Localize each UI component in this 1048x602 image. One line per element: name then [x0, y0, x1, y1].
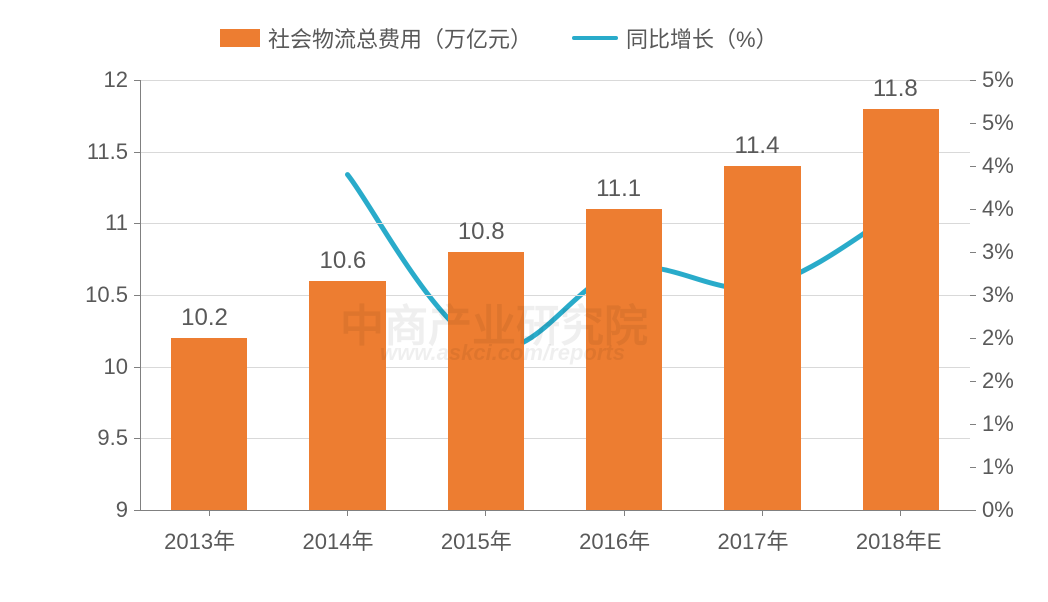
y2-tick-label: 2% — [982, 368, 1014, 394]
bar-value-label: 10.8 — [458, 218, 505, 246]
y2-tick-label: 3% — [982, 282, 1014, 308]
y2-tick — [970, 510, 976, 511]
y2-tick-label: 5% — [982, 110, 1014, 136]
y2-tick — [970, 166, 976, 167]
gridline — [140, 80, 970, 81]
y2-tick-label: 1% — [982, 411, 1014, 437]
x-tick — [762, 510, 763, 516]
x-tick — [347, 510, 348, 516]
legend-line-label: 同比增长（%） — [626, 22, 778, 54]
bar-value-label: 11.1 — [596, 175, 641, 203]
y2-tick — [970, 295, 976, 296]
x-tick-label: 2018年E — [856, 524, 942, 556]
bar-value-label: 10.6 — [320, 247, 367, 275]
y2-tick — [970, 424, 976, 425]
bar-value-label: 10.2 — [181, 304, 228, 332]
y2-tick-label: 4% — [982, 153, 1014, 179]
bar-value-label: 11.8 — [873, 75, 918, 103]
gridline — [140, 295, 970, 296]
y1-axis — [140, 80, 141, 510]
bar-value-label: 11.4 — [735, 132, 780, 160]
x-tick-label: 2016年 — [579, 524, 650, 556]
y2-tick — [970, 123, 976, 124]
y1-tick-label: 12 — [104, 67, 128, 93]
y2-tick — [970, 80, 976, 81]
x-tick — [485, 510, 486, 516]
x-tick — [900, 510, 901, 516]
legend-line-swatch — [572, 36, 618, 40]
x-tick-label: 2015年 — [441, 524, 512, 556]
bar — [171, 338, 247, 510]
y2-tick-label: 4% — [982, 196, 1014, 222]
x-tick — [209, 510, 210, 516]
y2-tick-label: 1% — [982, 454, 1014, 480]
y1-tick-label: 11.5 — [87, 139, 128, 165]
gridline — [140, 152, 970, 153]
y1-tick-label: 11 — [105, 210, 128, 236]
gridline — [140, 438, 970, 439]
legend-bar-label: 社会物流总费用（万亿元） — [268, 22, 532, 54]
legend: 社会物流总费用（万亿元） 同比增长（%） — [220, 22, 778, 54]
y2-tick-label: 3% — [982, 239, 1014, 265]
y2-tick-label: 0% — [982, 497, 1014, 523]
y2-tick-label: 5% — [982, 67, 1014, 93]
y1-tick-label: 10.5 — [85, 282, 128, 308]
y1-tick-label: 9.5 — [97, 425, 128, 451]
bar — [724, 166, 800, 510]
y2-tick — [970, 252, 976, 253]
y1-tick-label: 10 — [104, 354, 128, 380]
y1-tick-label: 9 — [116, 497, 128, 523]
gridline — [140, 367, 970, 368]
bar — [448, 252, 524, 510]
y2-tick — [970, 209, 976, 210]
bar — [863, 109, 939, 510]
legend-bar-swatch — [220, 29, 260, 47]
y2-tick — [970, 467, 976, 468]
legend-item-line: 同比增长（%） — [572, 22, 778, 54]
x-tick-label: 2013年 — [164, 524, 235, 556]
y2-tick-label: 2% — [982, 325, 1014, 351]
x-tick-label: 2017年 — [718, 524, 789, 556]
x-tick-label: 2014年 — [303, 524, 374, 556]
x-axis — [140, 510, 970, 511]
x-tick — [624, 510, 625, 516]
y2-tick — [970, 381, 976, 382]
chart-root: 社会物流总费用（万亿元） 同比增长（%） 中商产业研究院 www.askci.c… — [0, 0, 1048, 602]
y2-tick — [970, 338, 976, 339]
bar — [586, 209, 662, 510]
legend-item-bar: 社会物流总费用（万亿元） — [220, 22, 532, 54]
gridline — [140, 223, 970, 224]
plot-area — [140, 80, 970, 510]
bar — [309, 281, 385, 510]
